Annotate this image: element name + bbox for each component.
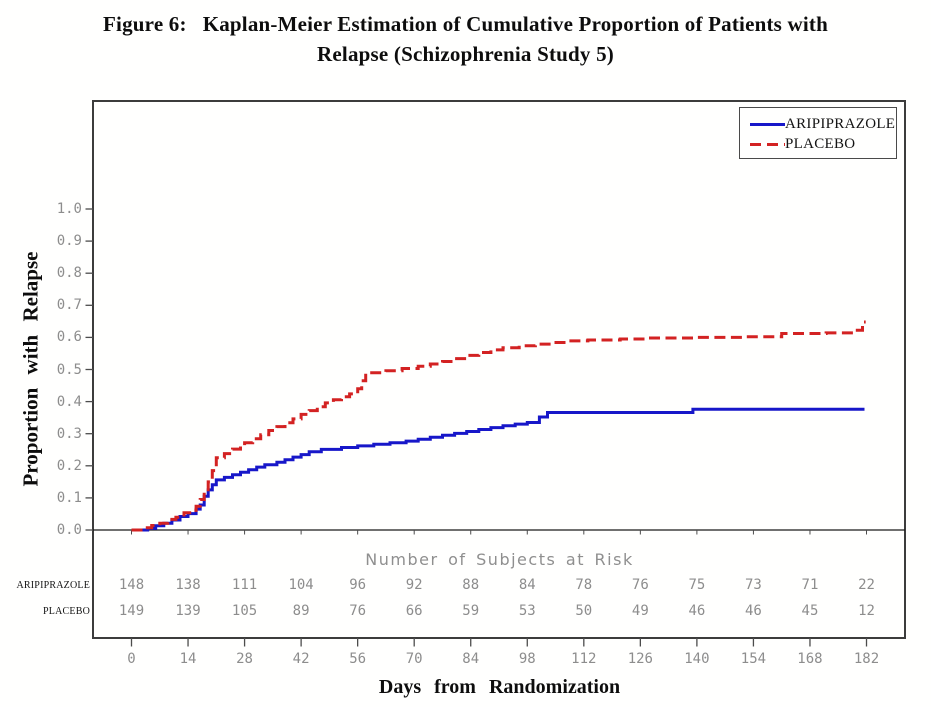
- legend-label-placebo: PLACEBO: [785, 135, 856, 152]
- at-risk-count: 89: [292, 603, 310, 619]
- y-tick-label-0.3: 0.3: [56, 425, 82, 442]
- at-risk-count: 66: [405, 603, 423, 619]
- at-risk-row-label-placebo: PLACEBO: [43, 606, 90, 617]
- x-tick-label-56: 56: [349, 651, 367, 667]
- y-tick-label-0.0: 0.0: [56, 522, 82, 538]
- y-tick-label-0.5: 0.5: [56, 361, 82, 378]
- y-tick-label-0.8: 0.8: [56, 265, 82, 282]
- x-tick-label-70: 70: [405, 651, 423, 667]
- at-risk-row-label-aripiprazole: ARIPIPRAZOLE: [16, 580, 90, 591]
- at-risk-count: 148: [118, 577, 145, 593]
- at-risk-count: 71: [801, 577, 819, 593]
- y-tick-label-0.7: 0.7: [56, 297, 82, 314]
- x-tick-label-42: 42: [292, 651, 310, 667]
- at-risk-count: 22: [858, 577, 875, 593]
- figure-number: Figure 6:: [103, 12, 187, 36]
- at-risk-count: 104: [288, 577, 314, 593]
- at-risk-count: 49: [631, 603, 649, 619]
- at-risk-count: 46: [744, 603, 762, 619]
- at-risk-count: 105: [231, 603, 258, 619]
- x-tick-label-84: 84: [462, 651, 480, 667]
- at-risk-count: 50: [575, 603, 593, 619]
- at-risk-count: 78: [575, 577, 593, 593]
- y-tick-label-0.6: 0.6: [56, 329, 82, 346]
- x-tick-label-0: 0: [127, 651, 136, 667]
- figure-title-line-1: Figure 6: Kaplan-Meier Estimation of Cumu…: [0, 9, 931, 39]
- at-risk-header: Number of Subjects at Risk: [365, 550, 634, 569]
- y-tick-label-0.1: 0.1: [56, 489, 82, 506]
- legend: ARIPIPRAZOLE PLACEBO: [739, 107, 897, 159]
- x-tick-label-14: 14: [179, 651, 197, 667]
- legend-line-placebo-icon: [750, 142, 785, 146]
- legend-item-placebo: PLACEBO: [750, 134, 896, 154]
- at-risk-count: 138: [175, 577, 201, 593]
- at-risk-count: 111: [231, 577, 258, 593]
- figure-title: Figure 6: Kaplan-Meier Estimation of Cumu…: [0, 9, 931, 69]
- x-tick-label-28: 28: [236, 651, 253, 667]
- at-risk-count: 53: [518, 603, 536, 619]
- figure-title-text: Kaplan-Meier Estimation of Cumulative Pr…: [202, 12, 828, 36]
- at-risk-count: 73: [744, 577, 762, 593]
- y-tick-label-0.2: 0.2: [56, 457, 82, 474]
- y-tick-label-0.4: 0.4: [56, 393, 82, 410]
- x-tick-label-140: 140: [684, 651, 710, 667]
- x-tick-label-154: 154: [740, 651, 767, 667]
- x-tick-label-112: 112: [571, 651, 597, 667]
- at-risk-count: 45: [801, 603, 819, 619]
- y-tick-label-0.9: 0.9: [56, 233, 82, 250]
- figure-title-line-2: Relapse (Schizophrenia Study 5): [317, 42, 614, 66]
- x-axis-title: Days from Randomization: [378, 676, 621, 698]
- legend-label-aripiprazole: ARIPIPRAZOLE: [785, 115, 896, 132]
- at-risk-count: 96: [349, 577, 367, 593]
- at-risk-count: 76: [349, 603, 367, 619]
- at-risk-count: 139: [175, 603, 201, 619]
- at-risk-count: 75: [688, 577, 706, 593]
- at-risk-count: 46: [688, 603, 706, 619]
- at-risk-count: 88: [462, 577, 480, 593]
- series-curve-placebo: [131, 320, 866, 532]
- km-plot-canvas: [85, 100, 906, 647]
- series-curve-aripiprazole: [131, 407, 865, 532]
- at-risk-count: 92: [405, 577, 423, 593]
- at-risk-count: 59: [462, 603, 480, 619]
- x-tick-label-98: 98: [518, 651, 536, 667]
- at-risk-count: 84: [518, 577, 536, 593]
- x-tick-label-182: 182: [853, 651, 880, 667]
- legend-line-aripiprazole-icon: [750, 122, 785, 126]
- x-tick-label-168: 168: [797, 651, 823, 667]
- legend-item-aripiprazole: ARIPIPRAZOLE: [750, 114, 896, 134]
- at-risk-count: 12: [858, 603, 875, 619]
- x-tick-label-126: 126: [627, 651, 653, 667]
- y-tick-label-1.0: 1.0: [56, 201, 82, 217]
- at-risk-count: 76: [631, 577, 649, 593]
- at-risk-count: 149: [118, 603, 145, 619]
